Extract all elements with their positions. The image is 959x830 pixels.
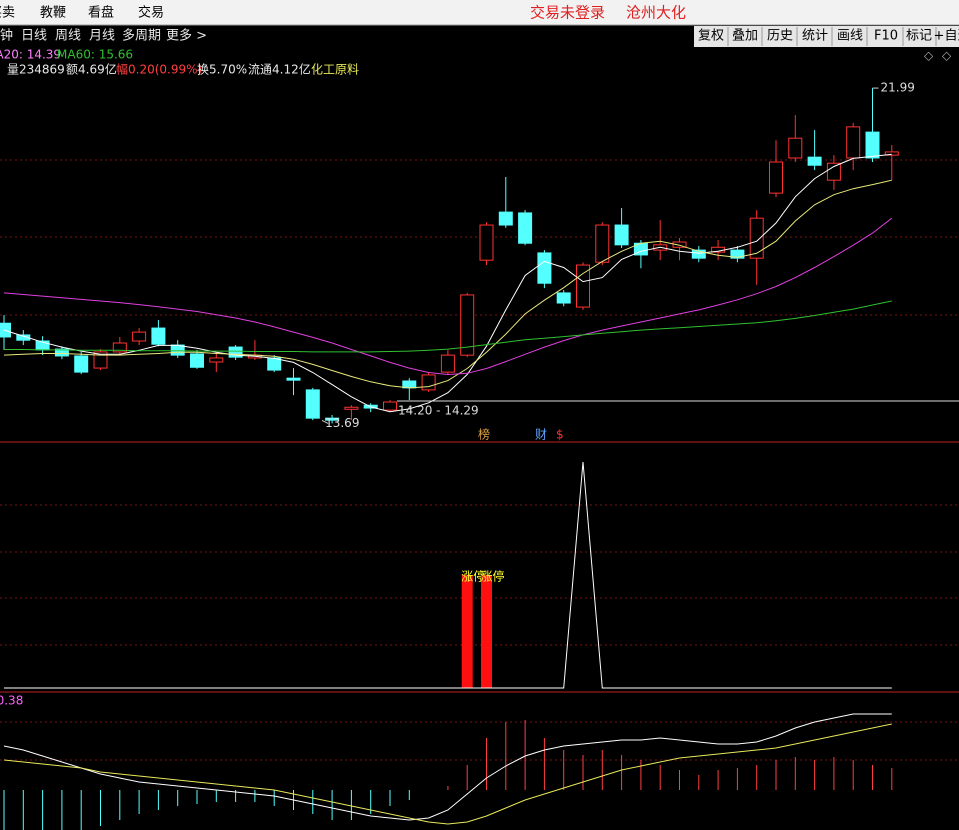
event-marker[interactable]: $ [556, 428, 564, 442]
candle-body [93, 351, 108, 369]
range-label: 14.20 - 14.29 [398, 404, 479, 418]
candle-body [479, 224, 494, 261]
ma-line [4, 300, 892, 353]
tool-button[interactable]: 叠加 [732, 29, 758, 44]
period-tab[interactable]: 更多 > [166, 28, 207, 44]
button-bar [694, 26, 959, 47]
event-marker[interactable]: 榜 [478, 427, 490, 442]
candle-body [286, 377, 301, 381]
limit-up-label: 涨停 [461, 569, 485, 584]
tool-button[interactable]: 历史 [767, 29, 793, 44]
menu-item[interactable]: 交易 [138, 5, 164, 21]
tool-button[interactable]: 标记 [906, 29, 932, 44]
turnover: 换5.70% [197, 63, 247, 77]
icon[interactable]: ◇ [942, 49, 952, 63]
ma-line [3, 153, 892, 413]
dea-line [3, 723, 892, 825]
candle-body [846, 126, 861, 159]
menu-item[interactable]: 买卖 [0, 6, 15, 21]
candle-body [614, 224, 629, 246]
menu-item[interactable]: 看盘 [88, 5, 114, 21]
candle-body [325, 417, 340, 421]
dif-line [3, 713, 892, 821]
ma60-label: MA60: 15.66 [57, 48, 133, 62]
ma20-label: MA20: 14.39 [0, 48, 61, 62]
candle-body [132, 331, 147, 342]
ma-line [3, 179, 892, 389]
tool-button[interactable]: +自选 [934, 29, 959, 44]
candle-body [209, 357, 224, 363]
signal-line [4, 461, 892, 689]
candle-body [16, 334, 31, 341]
candle-body [383, 401, 397, 411]
change: 幅0.20(0.99%) [116, 62, 202, 77]
candle-body [344, 406, 359, 410]
candle-body [402, 380, 417, 389]
icon[interactable]: ◇ [924, 49, 934, 63]
float-cap: 流通4.12亿 [248, 62, 311, 77]
volume: 量234869 [7, 63, 65, 77]
sector: 化工原料 [311, 63, 359, 77]
tool-button[interactable]: 统计 [802, 29, 828, 44]
period-tab[interactable]: 多周期 [122, 28, 161, 44]
grid [0, 159, 959, 761]
candle-body [228, 346, 243, 358]
tool-button[interactable]: 画线 [837, 29, 863, 44]
low-pointer [321, 419, 329, 424]
login-status: 交易未登录 [530, 4, 605, 22]
candle-body [421, 374, 436, 391]
period-tab[interactable]: 分钟 [0, 28, 13, 44]
candle-body [190, 353, 204, 368]
candle-body [865, 131, 880, 159]
menu-item[interactable]: 教鞭 [40, 5, 66, 21]
candle-body [305, 389, 320, 419]
candle-body [788, 137, 803, 159]
candle-body [112, 342, 127, 353]
candle-body [749, 217, 764, 259]
period-tab[interactable]: 周线 [55, 29, 81, 44]
candle-body [595, 224, 610, 263]
limit-up-label: 涨停 [481, 569, 505, 584]
candle-body [884, 151, 899, 156]
candle-body [518, 212, 533, 244]
ma-line [3, 217, 893, 376]
candle-body [537, 252, 552, 284]
limit-up-bar [481, 575, 492, 688]
candle-body [460, 294, 475, 356]
tool-button[interactable]: F10 [874, 29, 898, 44]
limit-up-bar [461, 575, 473, 688]
candle-body [74, 355, 89, 373]
amount: 额4.69亿 [66, 62, 117, 77]
candle-body [498, 211, 513, 226]
candle-body [769, 161, 783, 194]
candle-body [440, 354, 455, 373]
candle-body [826, 162, 841, 181]
event-marker[interactable]: 财 [535, 428, 547, 442]
candle-body [576, 264, 590, 308]
candle-body [730, 249, 745, 259]
candle-body [556, 292, 571, 304]
period-tab[interactable]: 日线 [21, 29, 47, 44]
low-label: 13.69 [325, 416, 359, 430]
high-label: 21.99 [881, 81, 915, 95]
candle-body [672, 241, 687, 248]
candle-body [54, 348, 69, 357]
stock-name: 沧州大化 [626, 4, 686, 22]
macd-label: DIF: 0.38 [0, 694, 23, 708]
menu-bar [0, 0, 959, 25]
candle-body [691, 249, 706, 259]
candle-body [151, 327, 166, 345]
period-tab[interactable]: 月线 [89, 29, 115, 44]
tool-button[interactable]: 复权 [698, 28, 724, 44]
candle-body [807, 156, 822, 166]
